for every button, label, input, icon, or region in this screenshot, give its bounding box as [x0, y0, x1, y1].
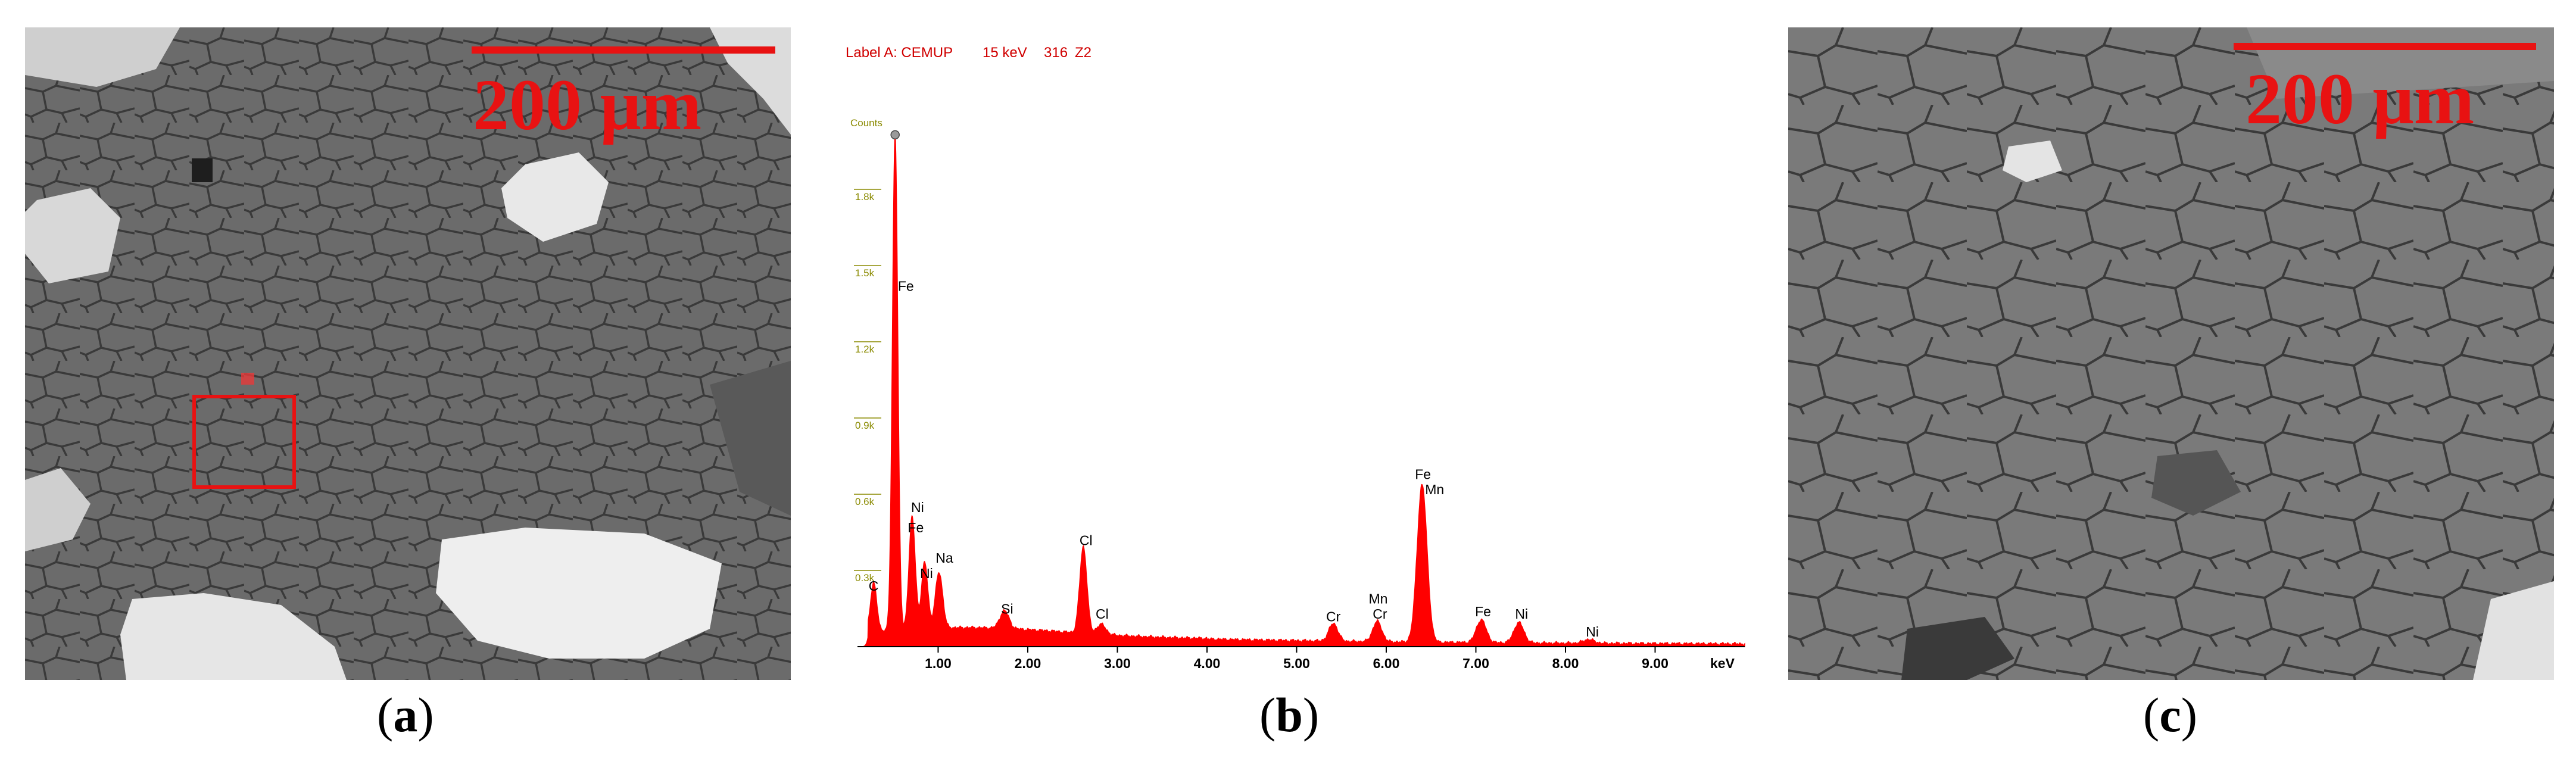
scale-bar-label: 200 μm [473, 65, 702, 145]
peak-label: Cr [1326, 609, 1341, 624]
peak-label: Fe [898, 279, 914, 294]
peak-label: Si [1001, 601, 1013, 617]
peak-label: Ni [1586, 624, 1599, 640]
scale-bar-label: 200 μm [2246, 59, 2475, 139]
sem-micrograph-a [25, 27, 791, 680]
y-tick-label: 1.5k [855, 267, 875, 279]
y-tick-label: 1.2k [855, 344, 875, 355]
x-tick-label: 6.00 [1373, 656, 1400, 671]
y-tick-label: 0.6k [855, 496, 875, 507]
peak-label: Mn [1368, 591, 1387, 606]
x-tick-label: 8.00 [1552, 656, 1579, 671]
scale-bar-line [472, 46, 775, 54]
x-tick-label: 1.00 [925, 656, 952, 671]
peak-max-marker [890, 130, 900, 140]
x-tick-label: 5.00 [1283, 656, 1310, 671]
x-tick-label: 3.00 [1104, 656, 1131, 671]
y-tick-label: 1.8k [855, 191, 875, 202]
peak-label: Cr [1373, 606, 1387, 622]
sem-image-a: 200 μm [25, 27, 791, 680]
x-axis-unit-label: keV [1710, 656, 1735, 671]
caption-b: (b) [1259, 688, 1320, 742]
peak-label: Ni [911, 500, 924, 515]
x-tick-label: 7.00 [1462, 656, 1489, 671]
x-tick-label: 4.00 [1194, 656, 1221, 671]
sem-micrograph-c [1788, 27, 2554, 680]
x-tick-label: 2.00 [1015, 656, 1041, 671]
spectrum-area [857, 135, 1745, 647]
peak-label: Ni [1515, 606, 1528, 622]
eds-spectrum-chart: Label A: CEMUP 15 keV 316 Z2 Counts 0.3k… [846, 45, 1745, 671]
spectrum-header-energy: 15 keV [983, 45, 1027, 61]
peak-label: Fe [1415, 466, 1431, 482]
selection-box [192, 395, 296, 489]
caption-a: (a) [377, 688, 434, 742]
x-tick-label: 9.00 [1642, 656, 1669, 671]
spectrum-header-label: Label A: CEMUP [846, 45, 953, 61]
sem-image-c: 200 μm [1788, 27, 2554, 680]
y-tick-label: 0.3k [855, 572, 875, 584]
peak-label: Cl [1080, 532, 1093, 548]
peak-label: C [869, 578, 879, 594]
scale-bar-line [2234, 43, 2536, 50]
spectrum-header-tag: Z2 [1075, 45, 1091, 61]
y-axis-label: Counts [850, 117, 882, 129]
peak-label: Fe [907, 520, 924, 535]
peak-label: Fe [1475, 604, 1491, 619]
y-tick-label: 0.9k [855, 420, 875, 431]
spectrum-header-count: 316 [1044, 45, 1068, 61]
peak-label: Ni [920, 566, 933, 581]
caption-c: (c) [2143, 688, 2198, 742]
peak-label: Mn [1425, 482, 1444, 497]
peak-label: Na [935, 550, 953, 566]
peak-label: Cl [1096, 606, 1109, 622]
